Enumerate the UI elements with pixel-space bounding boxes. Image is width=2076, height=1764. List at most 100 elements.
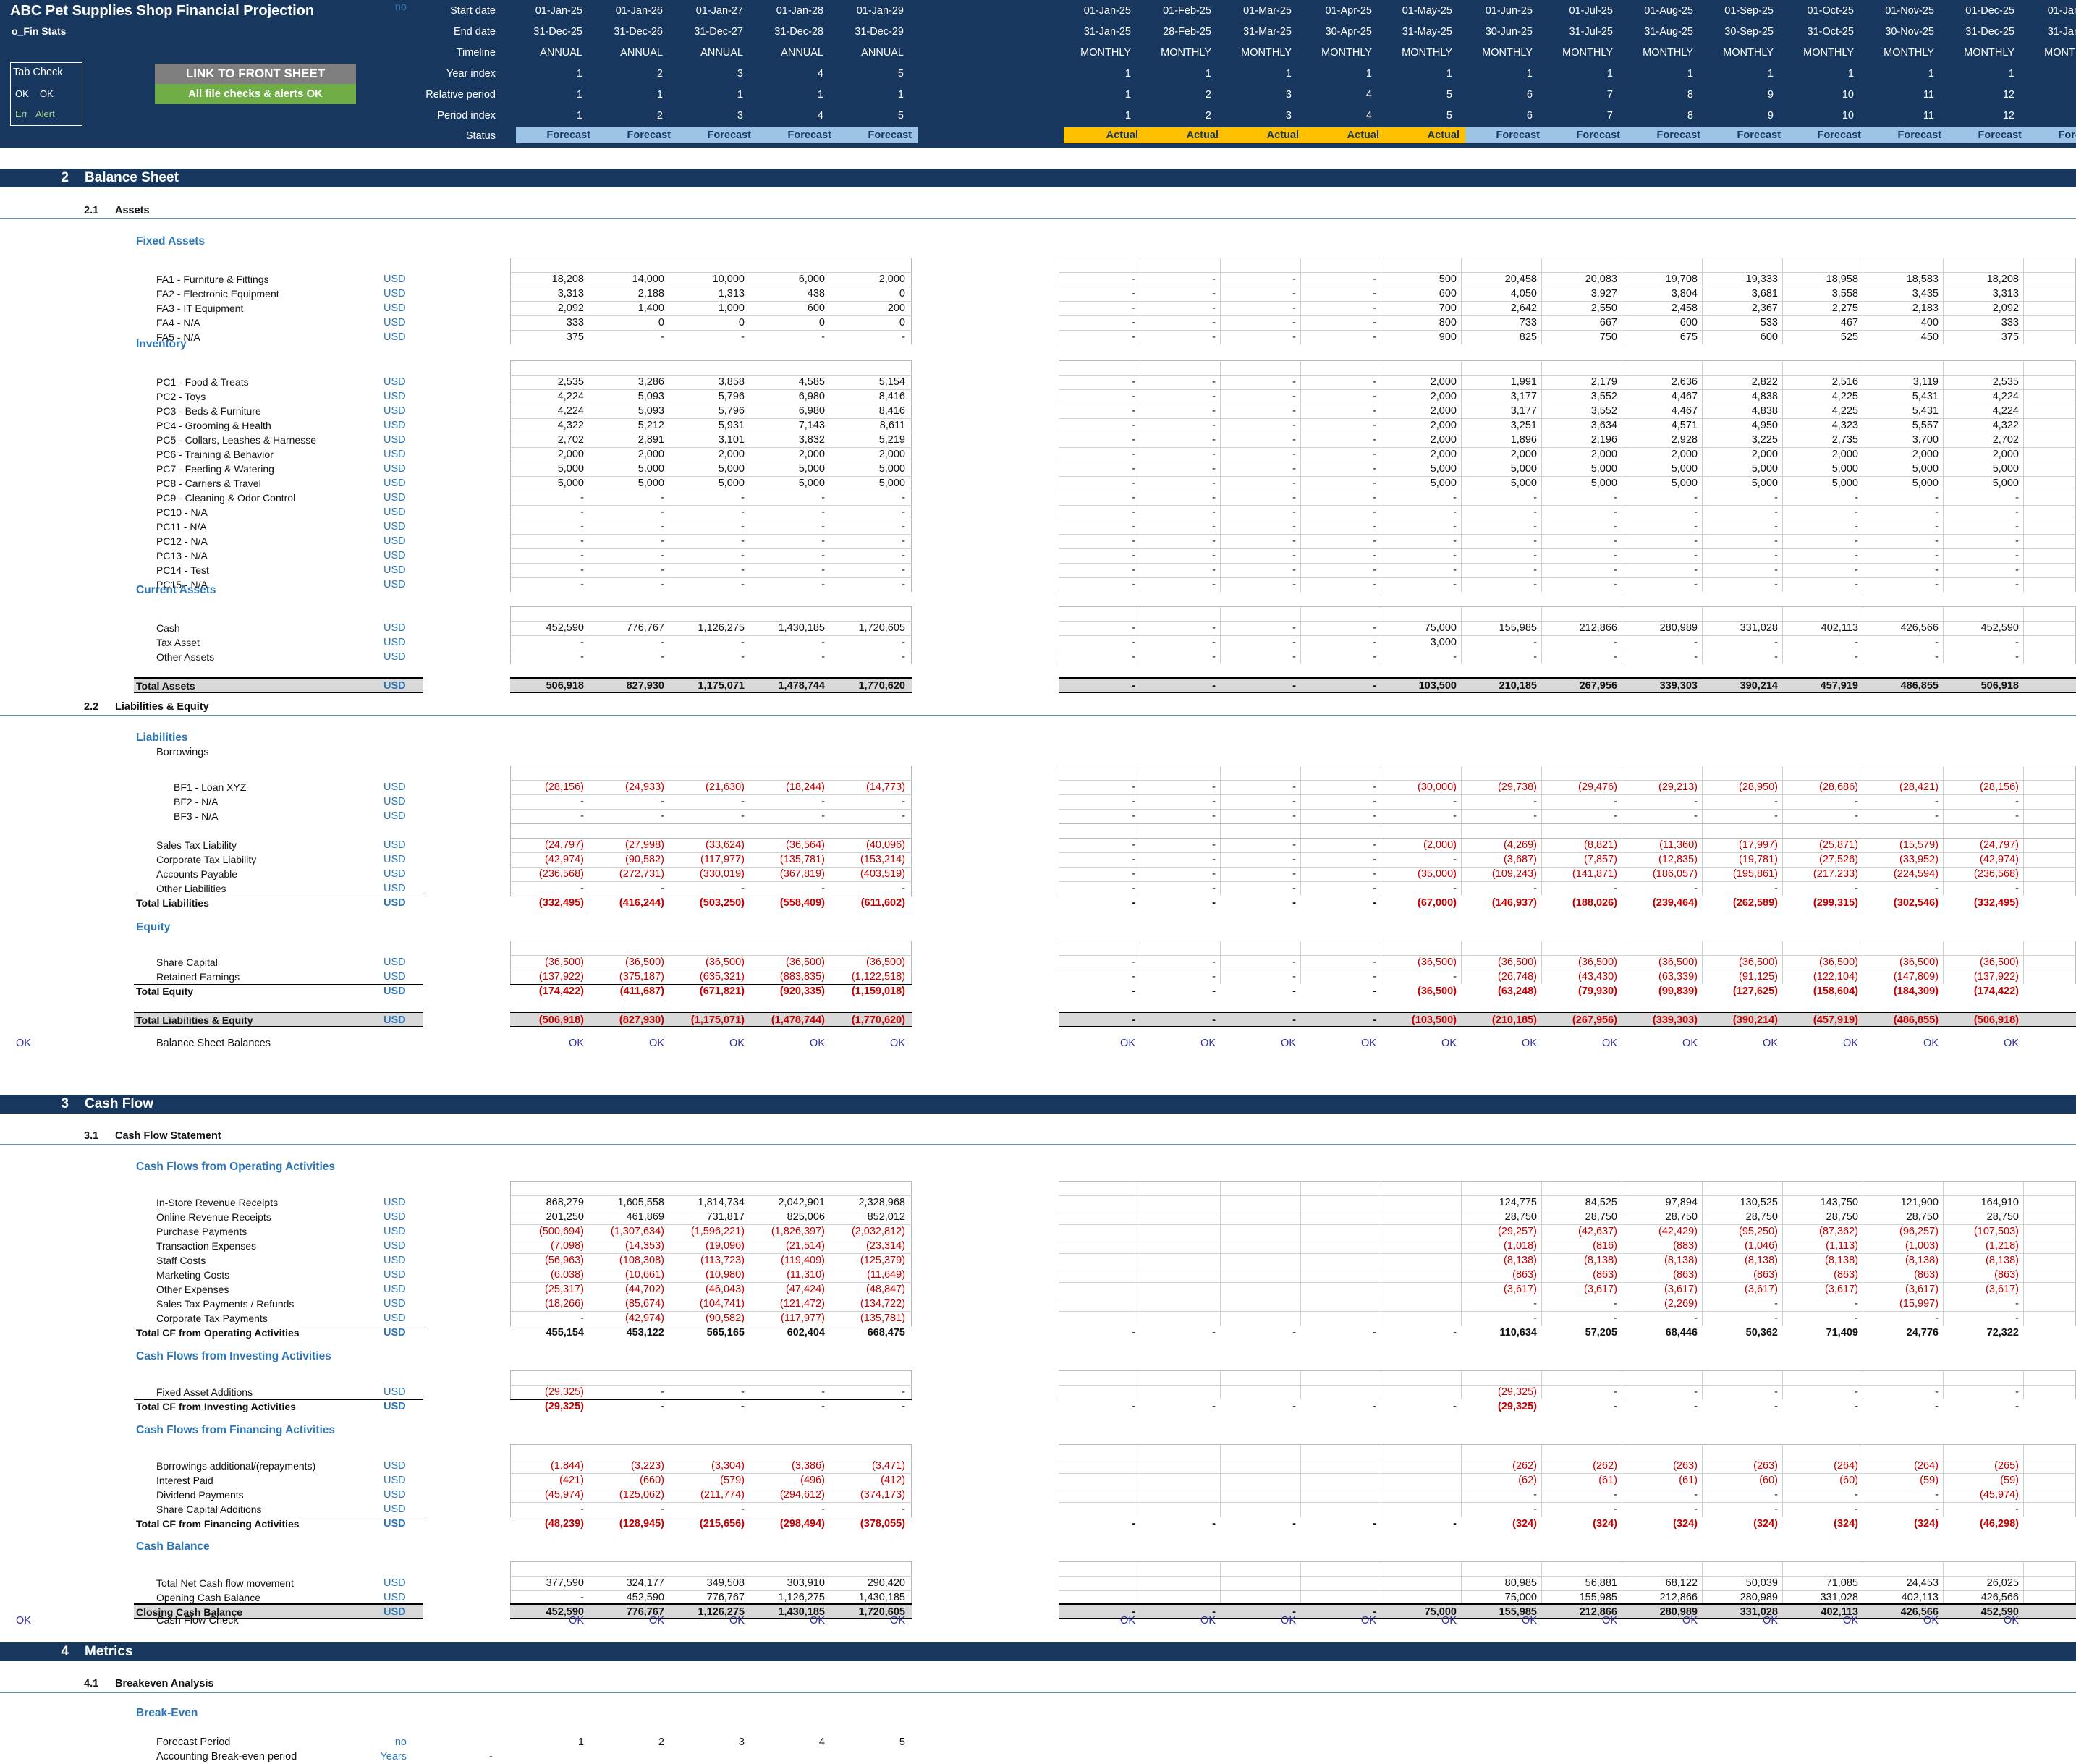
file-checks-ok-button[interactable]: All file checks & alerts OK — [155, 84, 356, 104]
annual-cell[interactable]: 731,817 — [706, 1211, 745, 1223]
annual-cell[interactable]: (104,741) — [699, 1298, 745, 1310]
monthly-cell[interactable]: - — [1292, 492, 1296, 504]
monthly-cell[interactable]: 2,535 — [1992, 376, 2019, 388]
annual-cell[interactable]: (1,844) — [551, 1460, 584, 1472]
monthly-cell[interactable]: (28,950) — [1738, 781, 1778, 793]
monthly-cell[interactable]: (12,835) — [1658, 854, 1698, 865]
monthly-cell[interactable]: (4,269) — [1504, 839, 1537, 851]
monthly-cell[interactable]: 2,179 — [1590, 376, 1617, 388]
annual-cell[interactable]: (506,918) — [538, 1014, 584, 1026]
monthly-cell[interactable]: 5,000 — [1992, 463, 2019, 475]
monthly-cell[interactable]: - — [1132, 839, 1135, 851]
monthly-cell[interactable]: (49 — [2027, 852, 2076, 867]
monthly-cell[interactable]: (24,797) — [1979, 839, 2019, 851]
monthly-cell[interactable]: (36 — [2027, 955, 2076, 970]
monthly-cell[interactable]: - — [1453, 971, 1457, 983]
annual-cell[interactable]: - — [821, 506, 825, 518]
annual-cell[interactable]: (403,519) — [860, 868, 905, 880]
annual-cell[interactable]: 438 — [807, 288, 825, 300]
monthly-cell[interactable]: 75,000 — [1424, 622, 1457, 634]
monthly-cell[interactable]: (324) — [1512, 1518, 1537, 1530]
monthly-cell[interactable]: (67,000) — [1417, 897, 1457, 909]
annual-cell[interactable]: - — [580, 564, 584, 576]
monthly-cell[interactable]: (42,637) — [1577, 1226, 1617, 1237]
annual-cell[interactable]: (18,244) — [785, 781, 825, 793]
annual-cell[interactable]: 1,478,744 — [778, 680, 825, 692]
annual-cell[interactable]: - — [821, 883, 825, 894]
monthly-cell[interactable]: - — [1373, 883, 1376, 894]
annual-cell[interactable]: - — [902, 1386, 905, 1398]
annual-cell[interactable]: - — [741, 579, 745, 590]
monthly-cell[interactable]: (36,500) — [1417, 957, 1457, 968]
monthly-cell[interactable]: - — [1212, 957, 1216, 968]
monthly-cell[interactable]: - — [1212, 810, 1216, 822]
monthly-cell[interactable]: (3,687) — [1504, 854, 1537, 865]
monthly-cell[interactable]: - — [1292, 854, 1296, 865]
annual-cell[interactable]: - — [741, 637, 745, 648]
annual-cell[interactable]: - — [741, 651, 745, 663]
monthly-cell[interactable]: - — [1855, 579, 1858, 590]
monthly-cell[interactable]: 155,985 — [1579, 1592, 1617, 1603]
annual-cell[interactable]: (46,043) — [705, 1284, 745, 1295]
annual-cell[interactable]: - — [902, 492, 905, 504]
monthly-cell[interactable]: - — [2015, 564, 2019, 576]
monthly-cell[interactable]: - — [1453, 1518, 1457, 1530]
monthly-cell[interactable]: 26,025 — [1986, 1577, 2019, 1589]
annual-cell[interactable]: 868,279 — [546, 1197, 584, 1208]
monthly-cell[interactable]: - — [1855, 1504, 1858, 1515]
annual-cell[interactable]: (108,308) — [619, 1255, 664, 1266]
annual-cell[interactable]: (883,835) — [779, 971, 825, 983]
annual-cell[interactable]: 3,313 — [557, 288, 584, 300]
monthly-cell[interactable]: - — [1212, 897, 1216, 909]
monthly-cell[interactable]: - — [1774, 579, 1778, 590]
monthly-cell[interactable]: - — [1373, 317, 1376, 328]
monthly-cell[interactable]: (324) — [1673, 1518, 1698, 1530]
annual-cell[interactable]: - — [580, 579, 584, 590]
tab-check-box[interactable]: Tab Check OK OK Err Alert — [10, 62, 82, 126]
monthly-cell[interactable]: 212,866 — [1659, 1592, 1698, 1603]
monthly-cell[interactable]: - — [1292, 1014, 1296, 1026]
annual-cell[interactable]: (36,500) — [705, 957, 745, 968]
monthly-cell[interactable]: - — [1694, 1386, 1698, 1398]
annual-cell[interactable]: (330,019) — [699, 868, 745, 880]
annual-cell[interactable]: (11,649) — [867, 1269, 905, 1281]
monthly-cell[interactable]: (30,000) — [1417, 781, 1457, 793]
monthly-cell[interactable]: (137,922) — [1973, 971, 2019, 983]
annual-cell[interactable]: - — [741, 564, 745, 576]
monthly-cell[interactable]: 5,000 — [1831, 478, 1858, 489]
annual-cell[interactable]: - — [580, 1313, 584, 1324]
monthly-cell[interactable]: 24,453 — [1906, 1577, 1939, 1589]
monthly-cell[interactable]: - — [1212, 985, 1216, 997]
annual-cell[interactable]: (558,409) — [779, 897, 825, 909]
monthly-cell[interactable]: - — [1292, 579, 1296, 590]
monthly-cell[interactable]: - — [1373, 492, 1376, 504]
monthly-cell[interactable]: (195,861) — [1732, 868, 1778, 880]
monthly-cell[interactable]: - — [1132, 1606, 1135, 1618]
annual-cell[interactable]: 2,042,901 — [778, 1197, 825, 1208]
annual-cell[interactable]: 18,208 — [551, 273, 584, 285]
monthly-cell[interactable]: - — [1694, 1313, 1698, 1324]
monthly-cell[interactable]: 4,322 — [1992, 420, 2019, 431]
monthly-cell[interactable]: - — [1614, 521, 1617, 533]
monthly-cell[interactable]: 3,552 — [1590, 391, 1617, 402]
monthly-cell[interactable]: (28,686) — [1818, 781, 1858, 793]
annual-cell[interactable]: (374,173) — [860, 1489, 905, 1501]
monthly-cell[interactable]: (3,617) — [1664, 1284, 1698, 1295]
monthly-cell[interactable]: - — [2015, 651, 2019, 663]
monthly-cell[interactable]: (8,138) — [1504, 1255, 1537, 1266]
monthly-cell[interactable]: - — [1373, 506, 1376, 518]
monthly-cell[interactable]: 2,822 — [1751, 376, 1778, 388]
annual-cell[interactable]: - — [902, 1504, 905, 1515]
annual-cell[interactable]: (1,175,071) — [690, 1014, 745, 1026]
monthly-cell[interactable]: (486,855) — [1893, 1014, 1939, 1026]
monthly-cell[interactable]: - — [1694, 651, 1698, 663]
annual-cell[interactable]: - — [580, 492, 584, 504]
monthly-cell[interactable]: (1,113) — [1826, 1240, 1858, 1252]
monthly-cell[interactable]: - — [1453, 883, 1457, 894]
monthly-cell[interactable]: 1,991 — [1510, 376, 1537, 388]
monthly-cell[interactable]: - — [1373, 854, 1376, 865]
monthly-cell[interactable]: 5,000 — [1510, 478, 1537, 489]
monthly-cell[interactable]: 97,894 — [1665, 1197, 1698, 1208]
monthly-cell[interactable]: - — [1212, 1518, 1216, 1530]
monthly-cell[interactable]: 5,000 — [1590, 478, 1617, 489]
